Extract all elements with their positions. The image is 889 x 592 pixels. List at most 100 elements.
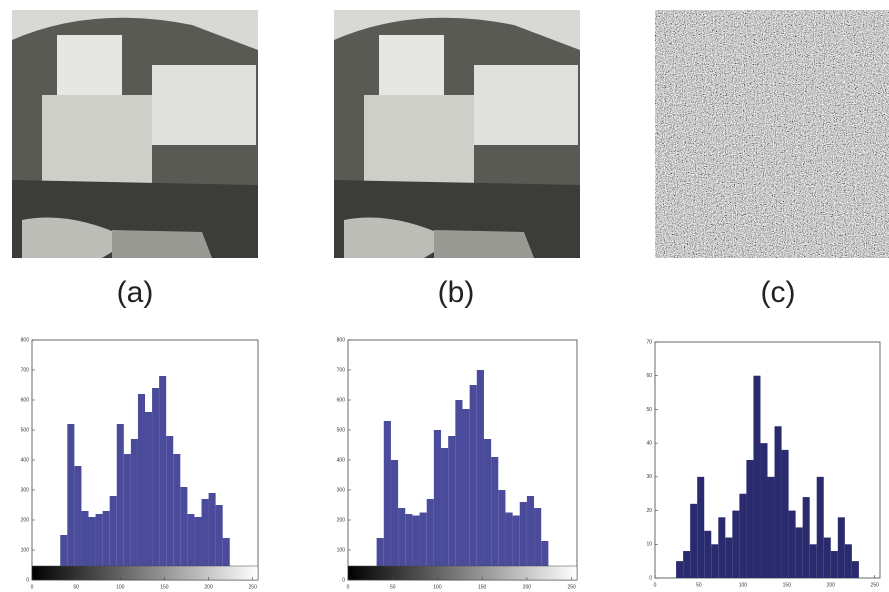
y-tick-label: 50 (646, 407, 652, 413)
histogram-bar (455, 400, 463, 580)
histogram-bar (390, 460, 399, 580)
histogram-bar (201, 499, 209, 580)
histogram-bar (476, 370, 484, 580)
histogram-bar (774, 426, 782, 578)
histogram-bar (809, 544, 817, 578)
histogram-bar (718, 517, 726, 578)
histogram-bar (469, 385, 477, 580)
y-tick-label: 70 (646, 339, 652, 345)
photo-b (334, 10, 580, 258)
y-tick-label: 60 (646, 373, 652, 379)
y-tick-label: 0 (26, 577, 29, 583)
histogram-bar (781, 449, 789, 578)
histogram-bar (697, 476, 705, 578)
histogram-bar (788, 510, 796, 578)
histogram-bar (498, 490, 506, 580)
x-tick-label: 150 (160, 584, 169, 590)
x-tick-label: 50 (390, 584, 396, 590)
histogram-bar (173, 454, 181, 580)
histogram-bar (60, 535, 68, 580)
histogram-bar (541, 541, 549, 580)
histogram-bar (683, 551, 691, 578)
y-tick-label: 800 (21, 337, 30, 343)
colorbar (31, 565, 259, 581)
histogram-bar (137, 394, 145, 580)
histogram-bar (823, 537, 831, 578)
y-tick-label: 300 (21, 487, 30, 493)
x-tick-label: 0 (31, 584, 34, 590)
y-tick-label: 600 (337, 397, 346, 403)
x-tick-label: 50 (73, 584, 79, 590)
y-tick-label: 0 (342, 577, 345, 583)
y-tick-label: 40 (646, 440, 652, 446)
y-tick-label: 100 (337, 547, 346, 553)
y-tick-label: 700 (337, 367, 346, 373)
histogram-bar (519, 502, 527, 580)
histogram-bar (208, 493, 216, 580)
y-tick-label: 300 (337, 487, 346, 493)
x-tick-label: 100 (116, 584, 125, 590)
y-tick-label: 500 (21, 427, 30, 433)
x-tick-label: 250 (871, 582, 880, 588)
x-tick-label: 200 (523, 584, 532, 590)
histogram-bar (376, 538, 384, 580)
histogram-bar (676, 561, 684, 578)
y-tick-label: 400 (21, 457, 30, 463)
panel-label: (a) (117, 276, 154, 309)
x-tick-label: 150 (783, 582, 792, 588)
histogram-bar (725, 537, 733, 578)
histogram-bar (88, 517, 96, 580)
histogram-bar (844, 544, 852, 578)
histogram-bar (448, 436, 456, 580)
histogram-bar (412, 515, 420, 580)
histogram-bar (851, 561, 859, 578)
histogram-bar (760, 443, 768, 578)
histogram-bar (837, 517, 845, 578)
histogram-bar (739, 493, 747, 578)
histogram-bar (102, 511, 110, 580)
histogram-bar (704, 530, 712, 578)
histogram-bar (81, 511, 89, 580)
histogram-bar (491, 457, 499, 580)
histogram-bar (802, 497, 810, 578)
histogram-bar (526, 496, 535, 580)
colorbar (347, 565, 578, 581)
histogram-bar (187, 514, 195, 580)
histogram-bar (222, 538, 230, 580)
histogram-bar (95, 514, 103, 580)
histogram-bar (215, 505, 223, 580)
x-tick-label: 250 (567, 584, 576, 590)
histogram-bar (67, 424, 75, 580)
histogram-bar (74, 466, 82, 580)
y-tick-label: 20 (646, 508, 652, 514)
histogram-bar (383, 421, 391, 580)
histogram-bar (145, 412, 153, 580)
histogram-bar (512, 515, 520, 580)
histogram-bar (711, 544, 719, 578)
histogram-bar (419, 512, 427, 580)
panel-label: (b) (438, 276, 475, 309)
histogram-bar (398, 508, 406, 580)
x-tick-label: 0 (654, 582, 657, 588)
x-tick-label: 250 (249, 584, 258, 590)
histogram-bar (767, 476, 775, 578)
x-tick-label: 0 (347, 584, 350, 590)
y-tick-label: 500 (337, 427, 346, 433)
histogram-bar (159, 376, 167, 580)
x-tick-label: 150 (478, 584, 487, 590)
histogram-bar (795, 527, 803, 578)
encrypted-image (655, 10, 889, 258)
x-tick-label: 200 (827, 582, 836, 588)
y-tick-label: 100 (21, 547, 30, 553)
histogram-bar (123, 454, 131, 580)
histogram-bar (405, 514, 413, 580)
histogram-bar (483, 439, 492, 580)
histogram-bar (505, 512, 513, 580)
y-tick-label: 10 (646, 542, 652, 548)
histogram-bar (746, 460, 754, 578)
histogram-bar (534, 508, 542, 580)
histogram-bar (166, 436, 174, 580)
histogram-bar (130, 439, 138, 580)
histogram-bar (830, 551, 838, 578)
histogram-bar (462, 409, 470, 580)
